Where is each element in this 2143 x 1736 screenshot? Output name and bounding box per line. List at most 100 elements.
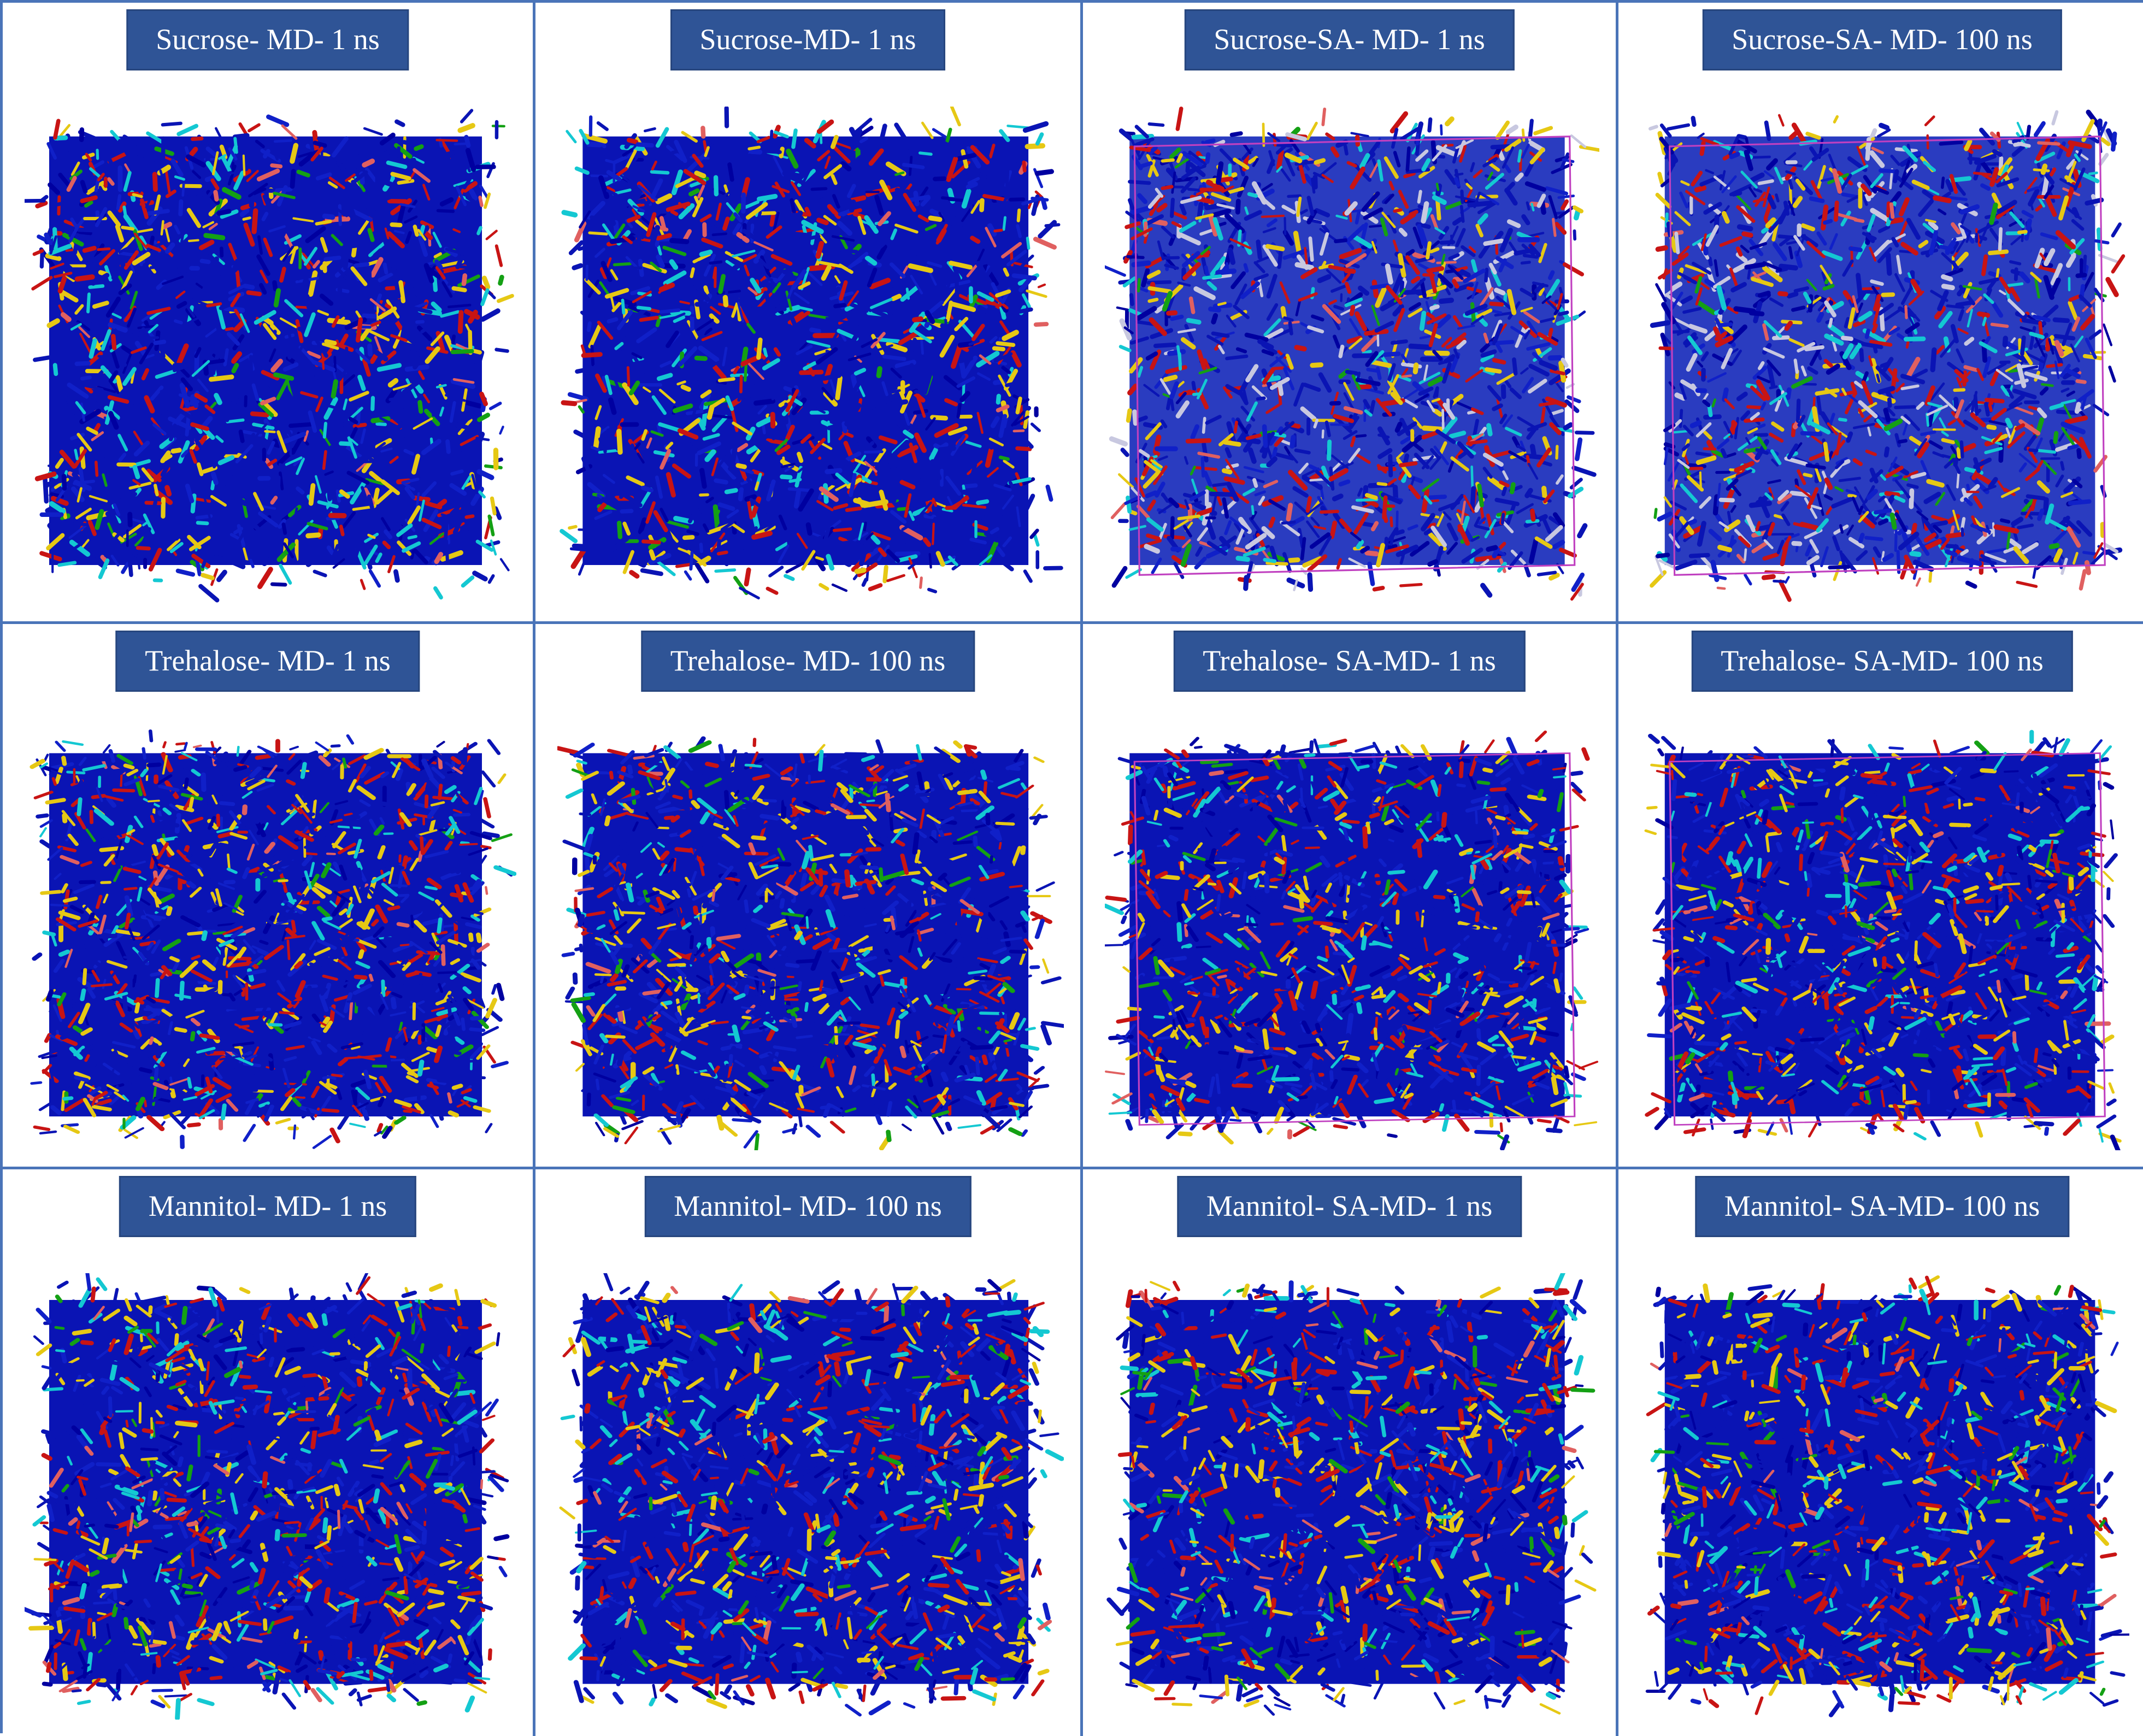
molecule-fragment [1571,136,1585,146]
molecule-fragment [1942,178,1944,187]
molecule-fragment [1570,489,1581,496]
molecule-fragment [701,544,702,551]
molecule-fragment [579,247,586,249]
molecule-fragment [213,482,214,489]
molecule-fragment [733,448,735,461]
molecule-fragment [727,490,736,492]
molecule-fragment [35,357,52,360]
molecule-fragment [643,488,651,490]
molecule-fragment [790,480,800,481]
molecule-fragment [714,269,716,278]
molecule-fragment [1036,324,1046,325]
molecule-fragment [985,254,997,255]
molecule-fragment [1170,351,1184,353]
molecule-fragment [1163,187,1172,189]
molecule-fragment [1290,560,1298,561]
molecule-fragment [173,450,180,451]
molecule-fragment [2027,221,2030,238]
molecule-fragment [497,350,508,351]
molecule-fragment [1015,309,1031,312]
molecule-fragment [1310,238,1312,260]
molecule-fragment [756,326,762,327]
molecule-fragment [1297,348,1304,349]
molecule-fragment [1392,114,1405,131]
molecule-fragment [1027,238,1028,249]
molecule-fragment [178,571,193,575]
molecule-fragment [1650,127,1657,129]
molecule-fragment [446,541,448,561]
molecule-fragment [1933,350,1934,369]
molecule-fragment [1559,196,1574,197]
molecule-fragment [835,305,844,306]
molecule-fragment [1211,309,1219,310]
molecule-fragment [396,572,397,580]
molecule-fragment [1320,276,1328,280]
molecule-fragment [1172,518,1173,538]
molecule-fragment [1364,524,1373,526]
molecule-fragment [1468,441,1486,443]
molecule-fragment [244,218,250,220]
molecule-fragment [478,228,480,234]
molecule-fragment [1131,295,1132,304]
molecule-fragment [1494,550,1498,556]
molecule-fragment [964,492,973,495]
molecule-fragment [1401,585,1421,586]
molecule-fragment [1888,203,1889,215]
molecule-fragment [1378,334,1379,345]
molecule-fragment [808,525,810,533]
molecule-fragment [931,218,940,220]
molecule-fragment [867,315,870,328]
molecule-fragment [1779,115,1783,126]
molecule-fragment [1296,233,1299,252]
molecule-fragment [985,326,996,328]
molecule-fragment [292,145,296,161]
molecule-fragment [457,266,469,268]
molecule-fragment [1882,364,1888,366]
molecule-fragment [1214,316,1216,322]
molecule-fragment [2011,262,2020,264]
molecule-fragment [329,548,333,553]
molecule-fragment [2081,571,2085,589]
molecule-fragment [1397,512,1398,530]
molecule-fragment [1550,273,1553,278]
molecule-fragment [749,147,759,149]
molecule-fragment [833,137,836,147]
molecule-fragment [763,426,764,433]
molecule-fragment [209,361,223,363]
molecule-fragment [265,151,268,156]
molecule-fragment [933,524,934,544]
molecule-fragment [80,469,83,490]
molecule-fragment [219,572,225,580]
molecule-fragment [139,185,140,192]
molecule-fragment [1581,147,1599,151]
molecule-fragment [1553,219,1556,236]
molecule-fragment [589,144,600,145]
molecule-fragment [1191,298,1193,312]
molecule-fragment [2085,356,2100,358]
molecule-fragment [1959,289,1963,294]
molecule-fragment [468,450,469,469]
molecule-fragment [720,276,723,291]
molecule-fragment [1419,192,1421,202]
molecule-fragment [2007,420,2010,426]
molecule-fragment [1204,444,1206,461]
molecule-fragment [480,197,482,205]
molecule-fragment [1218,303,1225,305]
molecule-fragment [96,462,97,475]
molecule-fragment [1886,449,1887,455]
molecule-fragment [1535,128,1551,133]
molecule-fragment [1273,449,1275,458]
molecule-fragment [226,328,232,329]
molecule-fragment [621,433,634,436]
molecule-fragment [1798,401,1799,421]
molecule-fragment [68,136,71,151]
molecule-fragment [135,467,138,476]
molecule-fragment [1156,345,1174,346]
molecule-fragment [607,161,613,162]
molecule-fragment [1744,234,1751,236]
molecule-fragment [834,529,851,531]
panel-sucrose-md-1ns: Sucrose- MD- 1 ns [3,3,535,624]
molecule-fragment [1580,526,1585,535]
molecule-fragment [1448,400,1449,411]
molecule-fragment [863,267,868,273]
